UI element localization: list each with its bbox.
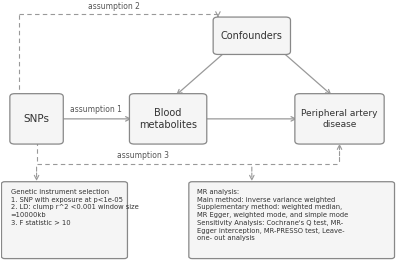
Text: assumption 2: assumption 2 [88,2,140,11]
FancyBboxPatch shape [213,17,290,55]
Text: Genetic instrument selection
1. SNP with exposure at p<1e-05
2. LD: clump r^2 <0: Genetic instrument selection 1. SNP with… [11,189,138,226]
FancyBboxPatch shape [295,94,384,144]
Text: SNPs: SNPs [24,114,50,124]
Text: Confounders: Confounders [221,31,283,41]
Text: MR analysis:
Main method: inverse variance weighted
Supplementary method: weight: MR analysis: Main method: inverse varian… [197,189,348,241]
Text: Blood
metabolites: Blood metabolites [139,108,197,130]
Text: assumption 1: assumption 1 [70,105,122,114]
Text: Peripheral artery
disease: Peripheral artery disease [301,109,378,129]
FancyBboxPatch shape [10,94,63,144]
FancyBboxPatch shape [130,94,207,144]
FancyBboxPatch shape [189,182,394,259]
FancyBboxPatch shape [2,182,128,259]
Text: assumption 3: assumption 3 [117,151,169,160]
